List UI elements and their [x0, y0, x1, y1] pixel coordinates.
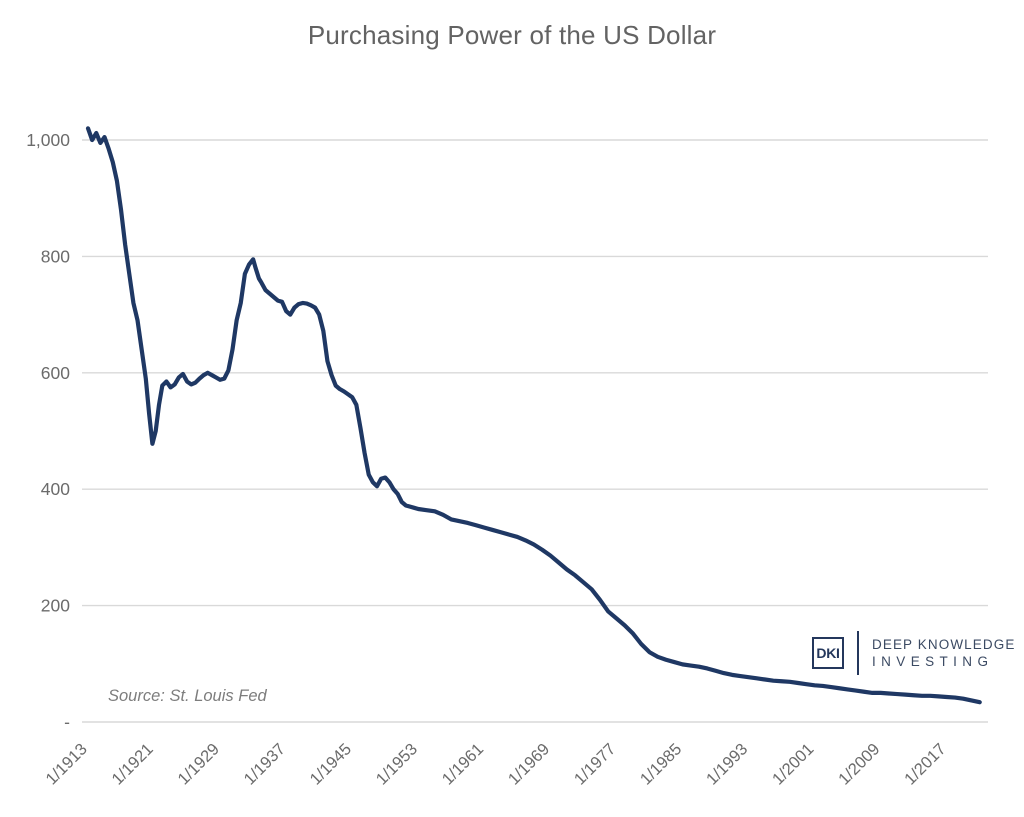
x-axis-labels: 1/1913 1/1921 1/1929 1/1937 1/1945 1/1953 1/19… — [42, 740, 949, 788]
x-tick-label: 1/2009 — [835, 740, 883, 788]
x-tick-label: 1/1953 — [373, 740, 421, 788]
y-axis-labels: 1,000 800 600 400 200 - — [26, 130, 70, 732]
x-tick-label: 1/1929 — [175, 740, 223, 788]
y-tick-label: 400 — [41, 479, 70, 499]
logo-wordmark-line-2: INVESTING — [872, 654, 994, 669]
source-note: Source: St. Louis Fed — [108, 687, 267, 705]
x-tick-label: 1/1985 — [637, 740, 685, 788]
x-tick-label: 1/1961 — [439, 740, 487, 788]
logo-divider — [857, 631, 859, 675]
y-tick-label: 200 — [41, 596, 70, 616]
dki-logo: DKI DEEP KNOWLEDGE INVESTING — [812, 630, 1015, 676]
y-tick-label: 800 — [41, 246, 70, 266]
y-tick-label: - — [64, 712, 70, 732]
data-series-line — [85, 126, 982, 705]
logo-wordmark: DEEP KNOWLEDGE INVESTING — [872, 636, 1015, 670]
dki-logo-mark: DKI — [812, 637, 844, 669]
x-tick-label: 1/2001 — [769, 740, 817, 788]
y-tick-label: 600 — [41, 363, 70, 383]
x-tick-label: 1/2017 — [901, 740, 949, 788]
x-tick-label: 1/1937 — [241, 740, 289, 788]
y-tick-label: 1,000 — [26, 130, 70, 150]
chart-title: Purchasing Power of the US Dollar — [307, 20, 717, 50]
logo-wordmark-line-1: DEEP KNOWLEDGE — [872, 637, 1016, 652]
x-tick-label: 1/1969 — [505, 740, 553, 788]
x-tick-label: 1/1945 — [307, 740, 355, 788]
x-tick-label: 1/1993 — [703, 740, 751, 788]
gridlines — [82, 139, 988, 723]
dki-logo-mark-text: DKI — [816, 645, 840, 661]
x-tick-label: 1/1913 — [42, 740, 90, 788]
x-tick-label: 1/1921 — [108, 740, 156, 788]
x-tick-label: 1/1977 — [571, 740, 619, 788]
